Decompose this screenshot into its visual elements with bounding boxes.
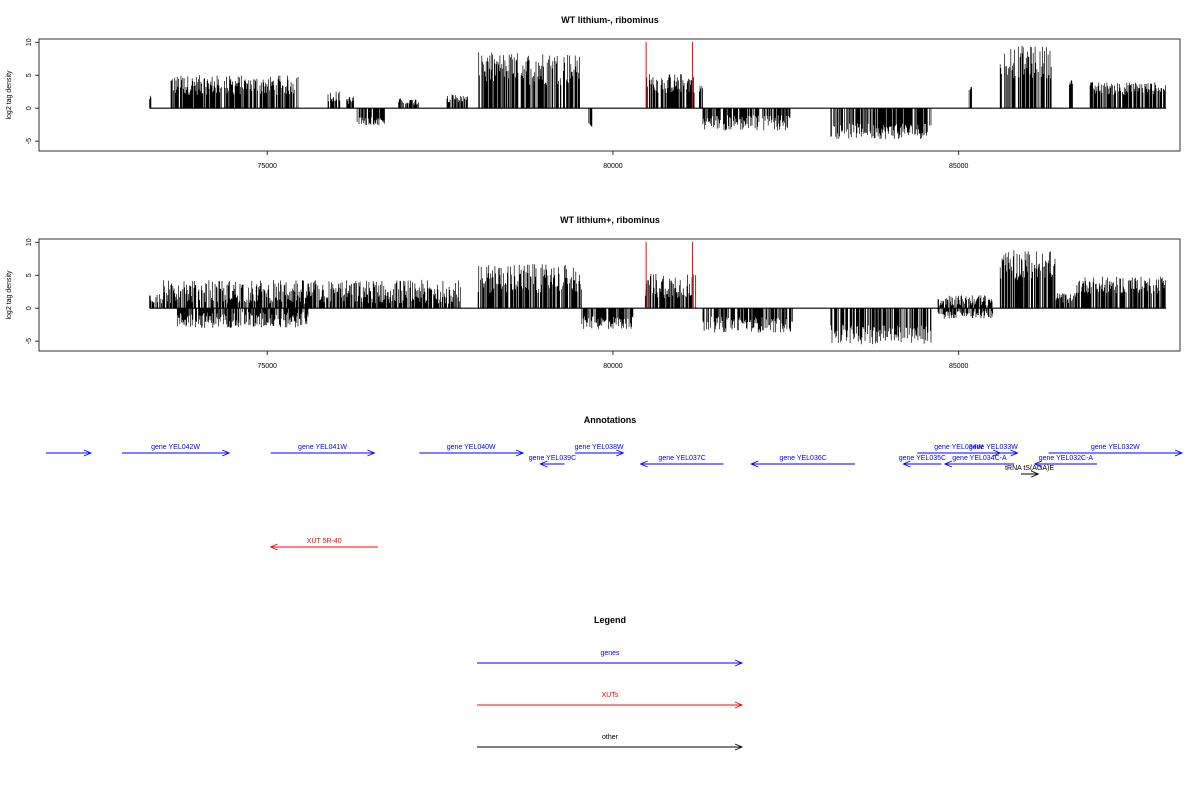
arrowhead-icon	[750, 460, 759, 468]
track-panel-lithium-minus: WT lithium-, ribominus log2 tag density …	[6, 15, 1181, 170]
feature-label: gene YEL039C	[529, 455, 576, 462]
arrowhead-icon	[83, 449, 93, 457]
feature-label: gene YEL042W	[151, 444, 200, 451]
feature-label: gene YEL040W	[447, 444, 496, 451]
arrowhead-icon	[539, 460, 548, 468]
annotation-feature: gene YEL032W	[1048, 444, 1184, 457]
x-tick-label: 75000	[257, 363, 277, 370]
arrowhead-icon	[943, 460, 953, 468]
x-tick-label: 75000	[257, 163, 277, 170]
feature-label: gene YEL035C	[899, 455, 946, 462]
arrowhead-icon	[734, 659, 744, 667]
legend-item-genes: genes	[477, 650, 744, 667]
arrowhead-icon	[1174, 449, 1184, 457]
y-axis-label: log2 tag density	[6, 70, 13, 120]
y-tick-label: 5	[26, 73, 33, 77]
annotation-feature: gene YEL032C-A	[1033, 455, 1098, 468]
signal-bars-path	[149, 250, 1166, 345]
feature-label: gene YEL037C	[658, 455, 705, 462]
plot-frame	[38, 238, 1181, 352]
y-tick-label: 10	[26, 38, 33, 46]
y-axis: -5 0 5 10	[26, 238, 39, 344]
arrowhead-icon	[1033, 460, 1042, 468]
marker-lines	[645, 242, 693, 309]
feature-label: gene YEL034W	[934, 444, 983, 451]
legend-item-label: XUTs	[602, 692, 619, 699]
arrowhead-icon	[515, 449, 525, 457]
arrowhead-icon	[269, 543, 278, 551]
annotation-feature: gene YEL037C	[639, 455, 724, 468]
arrowhead-icon	[902, 460, 911, 468]
y-axis: -5 0 5 10	[26, 38, 39, 144]
y-tick-label: -5	[26, 138, 33, 144]
annotation-feature: gene YEL039C	[529, 455, 576, 468]
arrowhead-icon	[734, 743, 744, 751]
annotation-feature: gene YEL041W	[270, 444, 376, 457]
x-tick-label: 85000	[949, 363, 969, 370]
feature-label: gene YEL038W	[575, 444, 624, 451]
plot-frame	[38, 38, 1181, 152]
annotation-feature: gene YEL035C	[899, 455, 946, 468]
feature-label: gene YEL033W	[969, 444, 1018, 451]
legend-item-label: other	[602, 734, 619, 741]
feature-label: gene YEL041W	[298, 444, 347, 451]
x-axis: 75000 80000 85000	[257, 151, 969, 170]
track-panel-lithium-plus: WT lithium+, ribominus log2 tag density …	[6, 215, 1181, 370]
annotation-feature: tRNA tS(AGA)E	[1005, 465, 1054, 478]
arrowhead-icon	[221, 449, 231, 457]
marker-lines	[645, 42, 693, 109]
arrowhead-icon	[639, 460, 648, 468]
legend-item-XUTs: XUTs	[477, 692, 744, 709]
y-axis-label: log2 tag density	[6, 270, 13, 320]
arrowhead-icon	[1031, 470, 1040, 478]
x-tick-label: 80000	[603, 363, 623, 370]
annotation-feature: gene YEL040W	[419, 444, 525, 457]
annotation-features: gene YEL042W gene YEL041W gene YEL040W gene…	[45, 444, 1184, 551]
x-tick-label: 80000	[603, 163, 623, 170]
annotation-feature: XUT 5R-40	[269, 538, 378, 551]
feature-label: XUT 5R-40	[307, 538, 342, 545]
arrowhead-icon	[1010, 449, 1019, 457]
legend-title: Legend	[594, 615, 626, 625]
annotation-feature: gene YEL038W	[575, 444, 625, 457]
y-tick-label: 10	[26, 238, 33, 246]
y-tick-label: -5	[26, 338, 33, 344]
annotations-title: Annotations	[584, 415, 637, 425]
y-tick-label: 5	[26, 273, 33, 277]
annotation-feature: gene YEL034C-A	[943, 455, 1015, 468]
annotations-panel: Annotations gene YEL042W gene YEL041W gene…	[45, 415, 1184, 551]
annotation-feature: gene YEL036C	[750, 455, 855, 468]
signal-bars-path	[149, 45, 1166, 140]
y-tick-label: 0	[26, 306, 33, 310]
x-axis: 75000 80000 85000	[257, 351, 969, 370]
signal-bars	[149, 250, 1166, 345]
legend-item-label: genes	[600, 650, 620, 657]
signal-bars	[149, 45, 1166, 140]
y-tick-label: 0	[26, 106, 33, 110]
feature-label: tRNA tS(AGA)E	[1005, 465, 1054, 472]
feature-label: gene YEL032C-A	[1039, 455, 1094, 462]
track-title: WT lithium+, ribominus	[560, 215, 660, 225]
legend: Legend genes XUTs other	[477, 615, 744, 751]
x-tick-label: 85000	[949, 163, 969, 170]
arrowhead-icon	[367, 449, 376, 457]
arrowhead-icon	[734, 701, 744, 709]
arrowhead-icon	[616, 449, 625, 457]
feature-label: gene YEL034C-A	[952, 455, 1007, 462]
feature-label: gene YEL032W	[1091, 444, 1140, 451]
legend-items: genes XUTs other	[477, 650, 744, 751]
track-title: WT lithium-, ribominus	[561, 15, 659, 25]
annotation-feature: gene YEL033W	[969, 444, 1019, 457]
legend-item-other: other	[477, 734, 744, 751]
annotation-feature: gene YEL042W	[121, 444, 231, 457]
feature-label: gene YEL036C	[779, 455, 826, 462]
annotation-feature	[45, 449, 93, 457]
